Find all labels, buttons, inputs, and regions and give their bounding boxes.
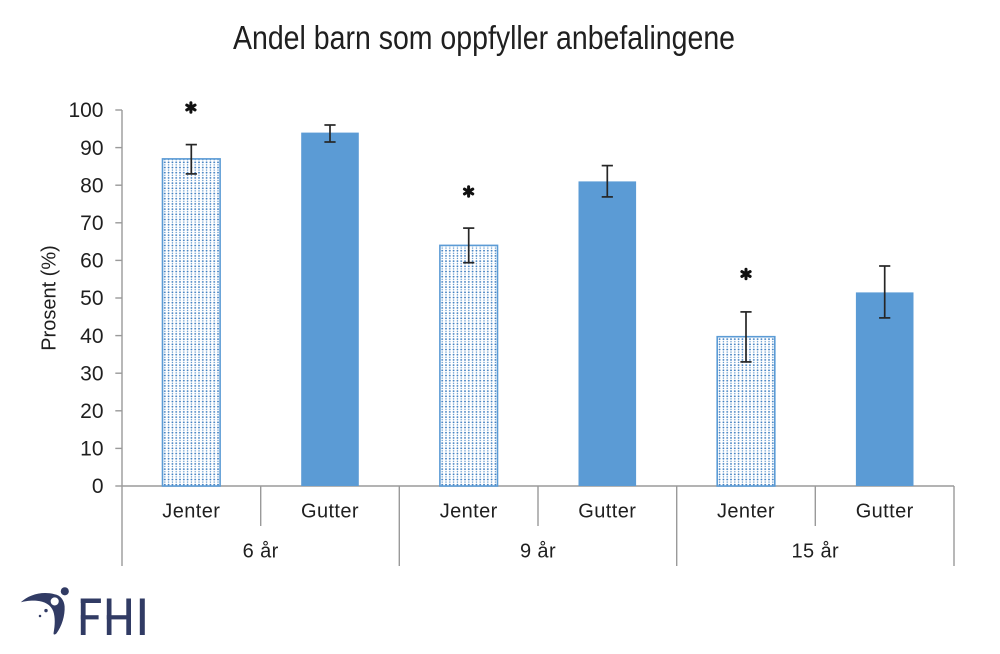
svg-text:15 år: 15 år [792,541,840,563]
svg-text:0: 0 [92,475,104,498]
svg-text:9 år: 9 år [520,541,556,563]
svg-text:Jenter: Jenter [440,501,498,523]
svg-text:90: 90 [80,137,103,160]
svg-text:70: 70 [80,212,103,235]
svg-text:40: 40 [80,325,103,348]
svg-text:50: 50 [80,287,103,310]
svg-text:Prosent (%): Prosent (%) [39,245,61,351]
svg-text:100: 100 [68,99,103,122]
svg-text:Andel barn som oppfyller anbef: Andel barn som oppfyller anbefalingene [233,19,735,56]
svg-text:30: 30 [80,362,103,385]
svg-text:Gutter: Gutter [856,501,914,523]
svg-text:10: 10 [80,438,103,461]
svg-text:Jenter: Jenter [162,501,220,523]
svg-text:80: 80 [80,174,103,197]
svg-text:60: 60 [80,250,103,273]
svg-text:Gutter: Gutter [578,501,636,523]
svg-text:6 år: 6 år [243,541,279,563]
svg-text:Jenter: Jenter [717,501,775,523]
svg-text:Gutter: Gutter [301,501,359,523]
svg-text:20: 20 [80,400,103,423]
